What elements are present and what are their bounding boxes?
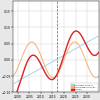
Legend: SLR Linear Trend (S..., Lunar Nodal Cycle (m..., SLR (m): SLR Linear Trend (S..., Lunar Nodal Cycl… (70, 83, 98, 91)
